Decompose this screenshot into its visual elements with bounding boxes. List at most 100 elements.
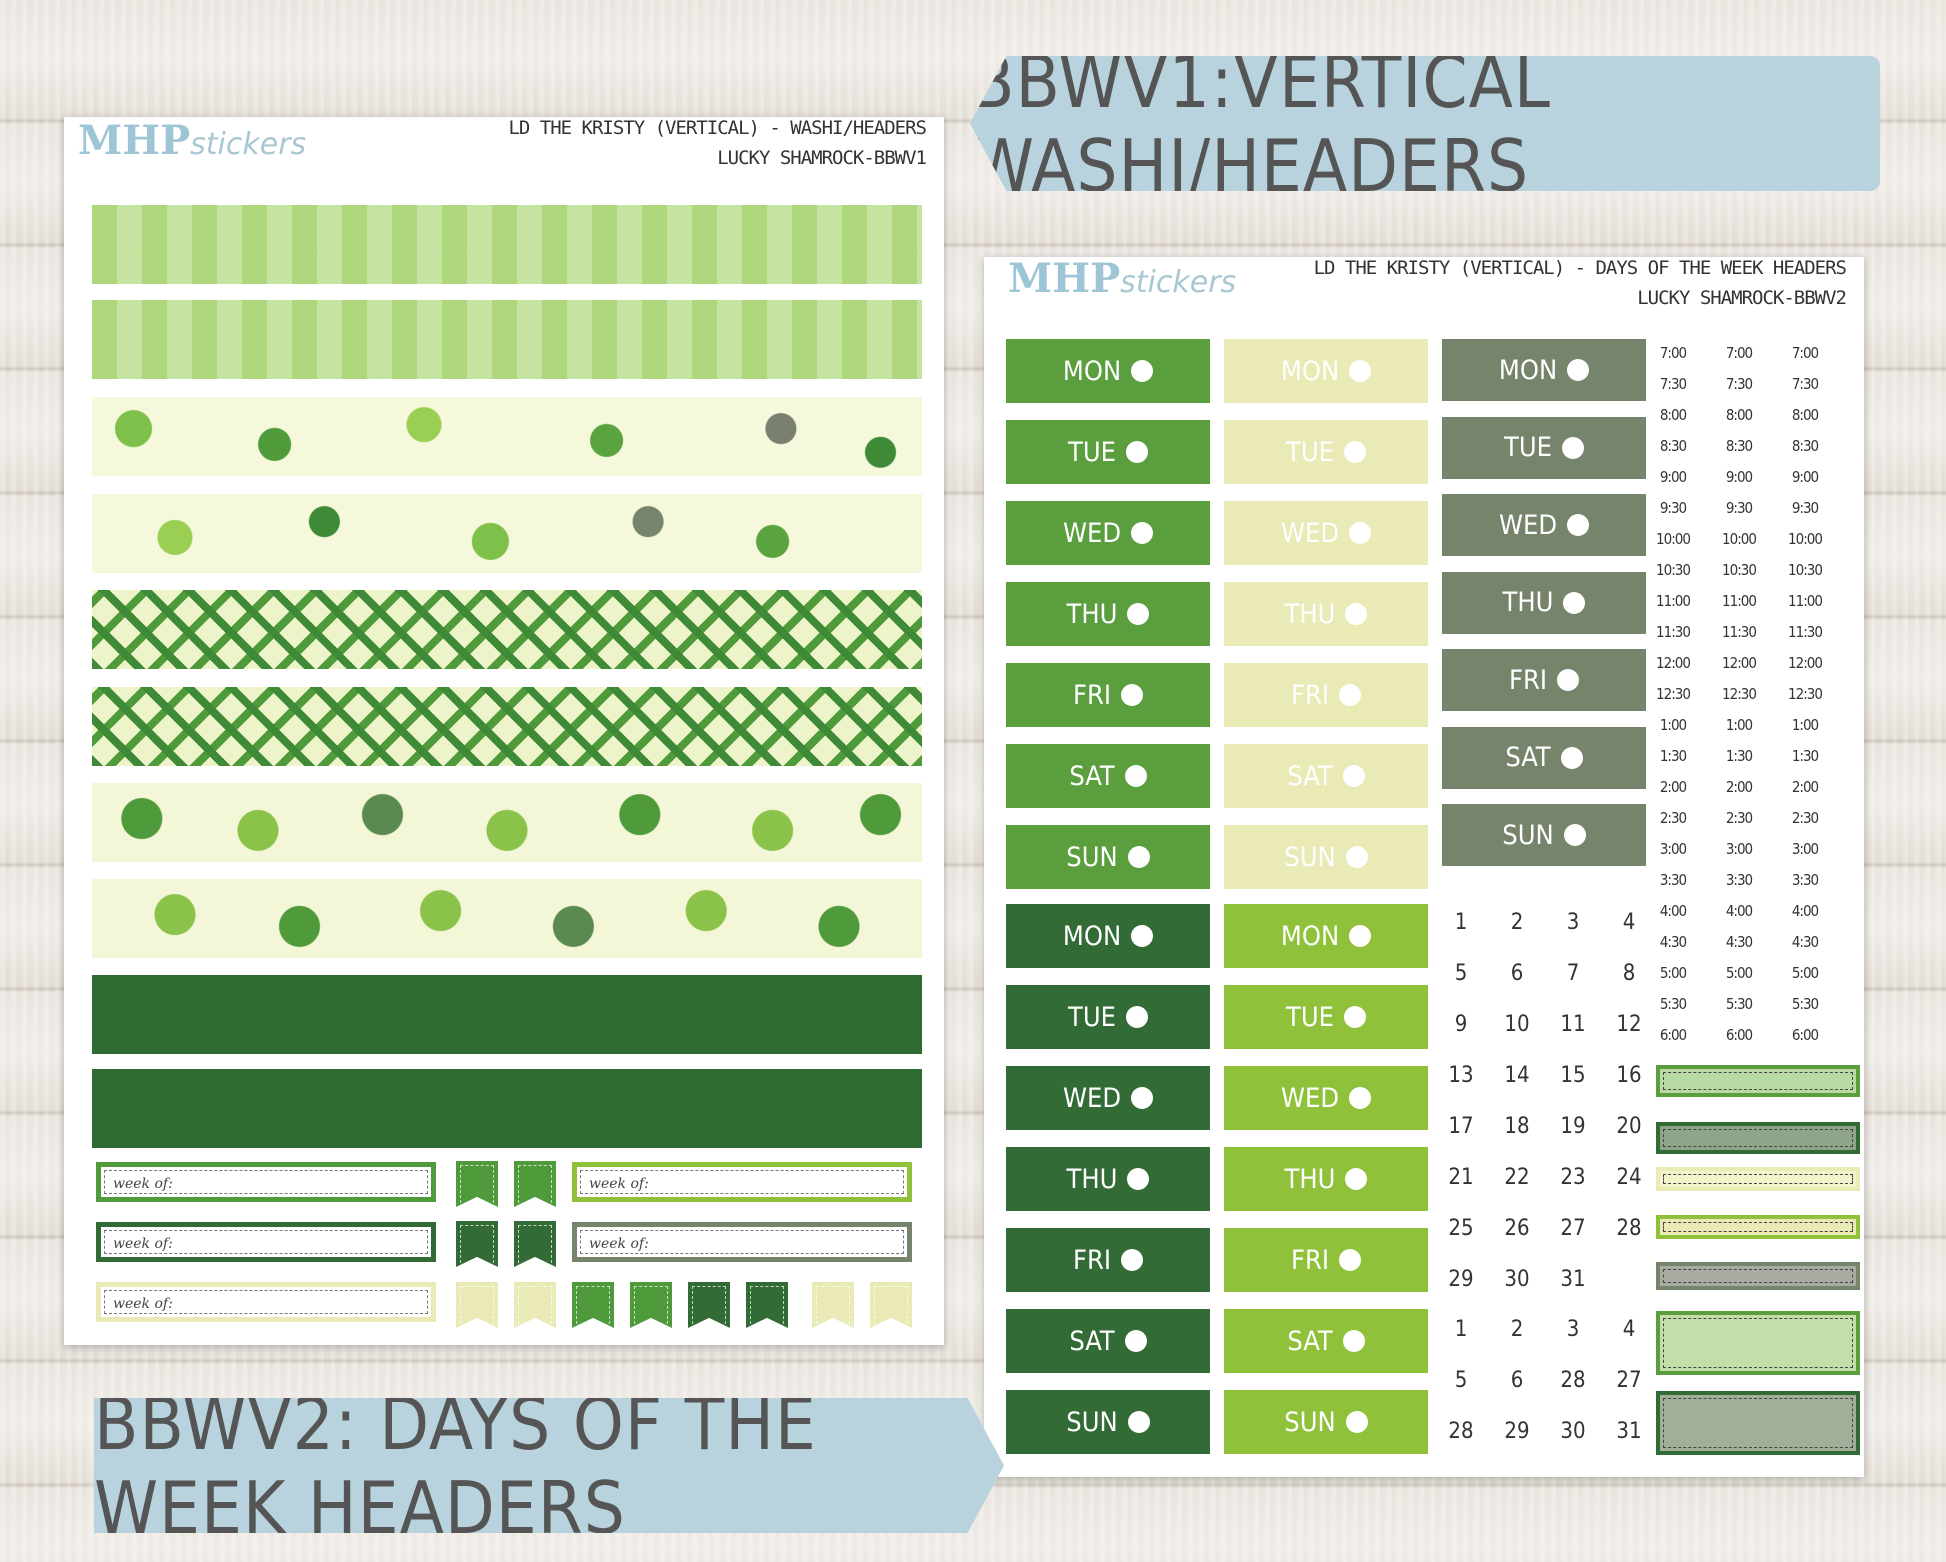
day-label: TUE [1504,432,1552,463]
date-number: 19 [1560,1114,1586,1139]
date-number: 3 [1566,910,1580,935]
time-label: 1:00 [1791,716,1819,734]
time-label: 3:30 [1659,871,1687,889]
label-box [1656,1262,1860,1290]
time-label: 3:30 [1725,871,1753,889]
day-label: SAT [1287,760,1333,792]
dot-icon [1345,1168,1368,1190]
flag-sticker [514,1221,556,1267]
flag-sticker [572,1282,614,1328]
time-label: 10:30 [1788,561,1823,579]
time-label: 4:00 [1725,902,1753,920]
dot-icon [1560,746,1583,769]
day-label: MON [1280,355,1340,387]
time-label: 4:30 [1725,933,1753,951]
day-header-tue: TUE [1006,985,1210,1049]
day-label: SUN [1284,1406,1336,1438]
time-label: 9:30 [1725,499,1753,517]
date-number: 5 [1454,961,1468,986]
day-header-sat: SAT [1224,744,1428,808]
dot-icon [1342,765,1365,787]
time-label: 12:30 [1656,685,1691,703]
date-number: 6 [1510,1368,1524,1393]
day-header-wed: WED [1006,1066,1210,1130]
day-label: TUE [1068,436,1116,468]
day-label: MON [1062,920,1122,952]
week-of-label: week of: [96,1282,436,1322]
time-label: 12:00 [1722,654,1757,672]
dot-icon [1125,441,1148,463]
day-label: SAT [1505,742,1551,773]
dot-icon [1124,765,1147,787]
day-header-mon: MON [1006,904,1210,968]
date-number: 9 [1454,1012,1468,1037]
day-header-tue: TUE [1224,985,1428,1049]
label-box [1656,1215,1860,1239]
date-number: 11 [1560,1012,1586,1037]
washi-strip-plaid [92,590,922,669]
time-label: 10:30 [1722,561,1757,579]
flag-sticker [456,1221,498,1267]
day-label: THU [1284,1163,1336,1195]
time-label: 9:30 [1659,499,1687,517]
time-label: 2:00 [1791,778,1819,796]
time-label: 1:30 [1791,747,1819,765]
label-box [1656,1167,1860,1191]
washi-strip-dark-clover [92,1069,922,1148]
day-header-sat: SAT [1006,744,1210,808]
day-label: THU [1066,1163,1118,1195]
logo-main: MHP [78,117,191,164]
date-number: 16 [1616,1063,1642,1088]
day-label: SUN [1502,819,1554,851]
time-label: 3:00 [1791,840,1819,858]
day-header-wed: WED [1224,1066,1428,1130]
date-number: 29 [1504,1419,1530,1444]
day-label: TUE [1286,436,1334,468]
date-number: 6 [1510,961,1524,986]
date-number: 31 [1616,1419,1642,1444]
day-header-mon: MON [1224,904,1428,968]
day-header-wed: WED [1442,494,1646,556]
day-label: THU [1066,598,1118,630]
dot-icon [1349,360,1372,382]
date-number: 25 [1448,1216,1474,1241]
dot-icon [1121,1249,1143,1271]
washi-strip-dark-clover [92,975,922,1054]
date-number: 28 [1448,1419,1474,1444]
date-number: 28 [1616,1216,1642,1241]
date-number: 29 [1448,1267,1474,1292]
date-number: 30 [1504,1267,1530,1292]
dot-icon [1345,846,1368,868]
day-header-thu: THU [1006,582,1210,646]
time-label: 10:00 [1722,530,1757,548]
day-label: WED [1062,517,1122,549]
dot-icon [1557,669,1579,691]
time-label: 10:00 [1788,530,1823,548]
dot-icon [1131,1087,1154,1109]
date-number: 30 [1560,1419,1586,1444]
day-label: WED [1280,1082,1340,1114]
date-number: 14 [1504,1063,1530,1088]
time-label: 12:00 [1656,654,1691,672]
day-header-thu: THU [1224,582,1428,646]
label-box [1656,1391,1860,1455]
time-label: 9:00 [1791,468,1819,486]
flag-sticker [630,1282,672,1328]
time-label: 8:00 [1725,406,1753,424]
logo: MHPstickers [1008,255,1236,302]
dot-icon [1343,441,1366,463]
sheet-title-line1: LD THE KRISTY (VERTICAL) - DAYS OF THE W… [1313,257,1847,279]
time-label: 11:00 [1788,592,1823,610]
day-header-sat: SAT [1442,726,1646,789]
dot-icon [1349,1087,1372,1109]
time-label: 12:00 [1788,654,1823,672]
time-label: 10:30 [1656,561,1691,579]
time-label: 4:00 [1659,902,1687,920]
day-label: WED [1280,517,1340,549]
dot-icon [1345,1411,1368,1433]
dot-icon [1339,684,1361,706]
dot-icon [1124,1330,1147,1352]
date-number: 10 [1504,1012,1530,1037]
time-label: 5:00 [1725,964,1753,982]
time-label: 8:00 [1659,406,1687,424]
